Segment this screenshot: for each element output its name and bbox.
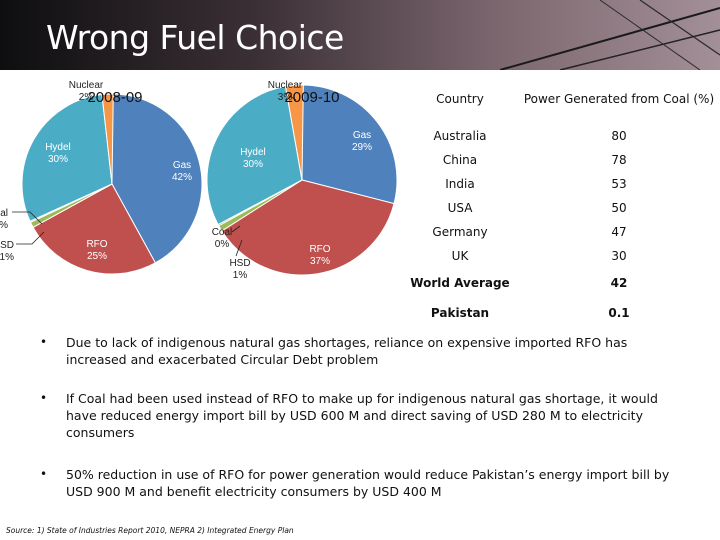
leader-line-hsd (235, 239, 243, 257)
country-cell: Pakistan (430, 306, 490, 320)
pie-slice-hydel (206, 85, 303, 226)
table-row-pakistan: Pakistan 0.1 (398, 298, 716, 328)
pie-title: 2008-09 (87, 89, 142, 106)
pie-slice-rfo (32, 183, 157, 275)
pie-slice-gas (301, 84, 398, 205)
table-row: China 78 (398, 148, 716, 172)
pie-slice-gas (111, 93, 203, 264)
coal-share-table: Country Power Generated from Coal (%) Au… (398, 74, 716, 328)
leader-line-nuclear (289, 95, 297, 101)
bullet-text: 50% reduction in use of RFO for power ge… (66, 467, 670, 499)
bullet-text: Due to lack of indigenous natural gas sh… (66, 335, 628, 367)
pie-slice-nuclear (284, 84, 304, 181)
column-header-country: Country (436, 92, 484, 106)
leader-line-coal (231, 225, 241, 233)
slice-label-nuclear: Nuclear 3% (268, 80, 303, 103)
country-cell: China (442, 153, 478, 167)
slice-label-hydel: Hydel 30% (240, 147, 266, 170)
slice-label-nuclear: Nuclear 2% (69, 80, 104, 103)
coal-share-cell: 0.1 (608, 306, 630, 320)
coal-share-cell: 80 (611, 129, 627, 143)
pie-chart-2009-10: Gas 29% RFO 37% HSD 1% Coal 0% Hydel 30% Nuclear 3%… (206, 80, 398, 281)
slice-label-rfo: RFO 37% (309, 244, 330, 267)
coal-share-cell: 47 (611, 225, 627, 239)
coal-share-cell: 53 (611, 177, 627, 191)
coal-share-cell: 42 (610, 276, 628, 290)
country-cell: World Average (410, 276, 510, 290)
slice-label-rfo: RFO 25% (86, 239, 107, 262)
table-row: India 53 (398, 172, 716, 196)
bullet-icon: • (40, 335, 48, 349)
table-row: UK 30 (398, 244, 716, 268)
page-title: Wrong Fuel Choice (46, 18, 344, 57)
country-cell: UK (451, 249, 469, 263)
power-line-decoration (499, 0, 720, 70)
bullet-text: If Coal had been used instead of RFO to … (66, 391, 658, 440)
slice-label-gas: Gas 42% (172, 160, 192, 183)
table-row: Australia 80 (398, 124, 716, 148)
coal-share-cell: 50 (611, 201, 627, 215)
leader-line-coal (12, 211, 43, 225)
pie-slice-nuclear (101, 93, 114, 185)
country-cell: USA (447, 201, 473, 215)
coal-share-cell: 78 (611, 153, 627, 167)
leader-line-hsd (16, 231, 45, 245)
table-row: USA 50 (398, 196, 716, 220)
coal-share-cell: 30 (611, 249, 627, 263)
pie-title: 2009-10 (284, 89, 339, 106)
source-note: Source: 1) State of Industries Report 20… (6, 526, 294, 535)
country-cell: Australia (433, 129, 487, 143)
bullet-icon: • (40, 467, 48, 481)
country-cell: Germany (432, 225, 488, 239)
table-row-world-average: World Average 42 (398, 268, 716, 298)
column-header-coal-share: Power Generated from Coal (%) (523, 92, 715, 106)
title-banner: Wrong Fuel Choice (0, 0, 720, 70)
bullet-icon: • (40, 391, 48, 405)
slice-label-gas: Gas 29% (352, 130, 372, 153)
country-cell: India (445, 177, 475, 191)
pie-slice-hydel (21, 94, 113, 222)
table-row: Germany 47 (398, 220, 716, 244)
slice-label-hydel: Hydel 30% (45, 142, 71, 165)
